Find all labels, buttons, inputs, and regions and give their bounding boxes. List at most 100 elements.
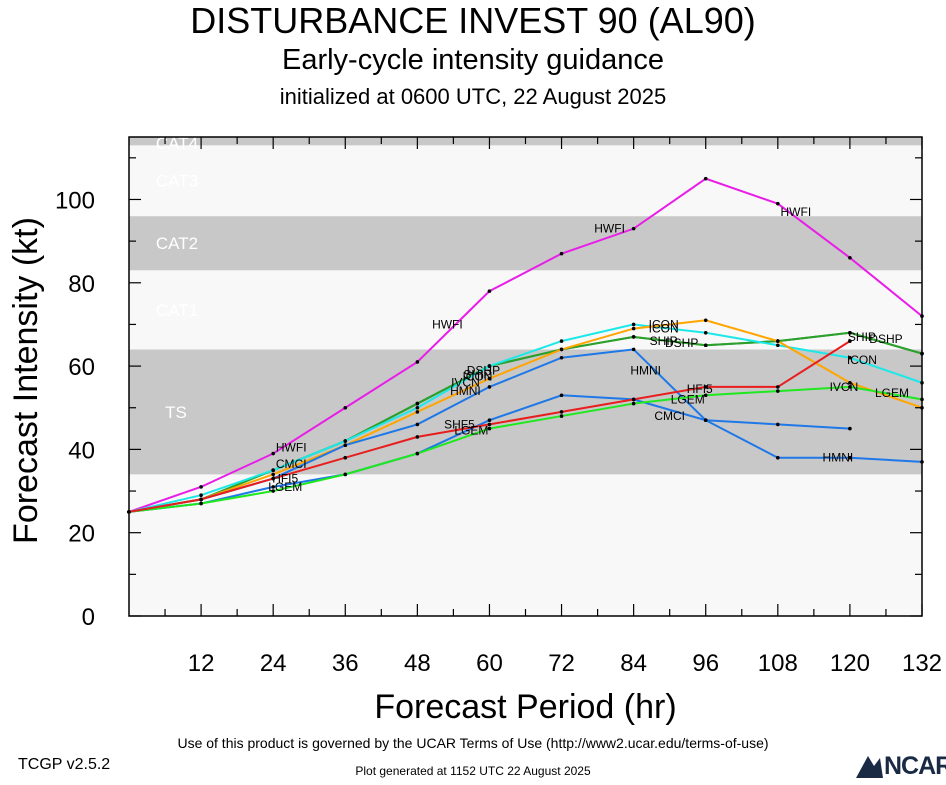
- data-point: [415, 410, 420, 414]
- data-point: [343, 405, 348, 410]
- data-point: [559, 339, 564, 343]
- data-point: [703, 418, 708, 423]
- data-point: [271, 476, 275, 481]
- data-point: [631, 397, 636, 402]
- data-point: [415, 360, 420, 364]
- x-tick-label: 12: [188, 650, 215, 677]
- x-tick-label: 84: [620, 650, 647, 677]
- band-label-ts: TS: [165, 403, 187, 422]
- series-label-dshp: DSHP: [869, 332, 902, 346]
- x-tick-label: 72: [548, 650, 575, 677]
- series-label-hwfi: HWFI: [432, 317, 463, 331]
- data-point: [776, 201, 780, 206]
- chart-subtitle: Early-cycle intensity guidance: [281, 44, 664, 76]
- data-point: [415, 405, 420, 410]
- series-line-hwfi: [128, 177, 923, 513]
- data-point: [631, 326, 636, 331]
- series-label-dshp: DSHP: [467, 363, 500, 377]
- series-label-hfip: HFI5: [687, 382, 713, 396]
- series-label-hwfi: HWFI: [781, 205, 812, 219]
- data-point: [776, 343, 780, 348]
- data-point: [848, 255, 852, 260]
- data-point: [631, 322, 636, 327]
- x-tick-label: 60: [476, 650, 503, 677]
- series-label-dshp: DSHP: [665, 336, 698, 350]
- data-point: [559, 410, 564, 414]
- data-point: [703, 176, 708, 181]
- x-tick-label: 96: [692, 650, 719, 677]
- x-tick-label: 36: [332, 650, 359, 677]
- data-point: [487, 418, 492, 423]
- series-line-ivcn: [128, 319, 923, 513]
- series-label-hmni: HMNI: [823, 451, 854, 465]
- series-label-hmni: HMNI: [450, 384, 481, 398]
- data-point: [703, 343, 708, 348]
- band-cat1: [129, 270, 922, 350]
- data-point: [848, 426, 852, 431]
- data-point: [703, 318, 708, 323]
- series-label-ship: SHIP: [463, 367, 491, 381]
- x-tick-label: 48: [404, 650, 431, 677]
- data-point: [487, 376, 492, 381]
- data-point: [631, 335, 636, 339]
- series-lines: [127, 176, 924, 514]
- ncar-logo-icon: [856, 756, 883, 778]
- series-label-lgem: LGEM: [671, 392, 705, 406]
- data-point: [631, 347, 636, 352]
- terms-of-use: Use of this product is governed by the U…: [177, 735, 769, 751]
- y-tick-label: 20: [68, 521, 95, 548]
- series-label-lgem: LGEM: [875, 386, 909, 400]
- series-label-hmni: HMNI: [630, 363, 661, 377]
- y-tick-label: 60: [68, 354, 95, 381]
- band-cat2: [129, 216, 922, 271]
- ncar-logo: NCAR: [854, 752, 946, 780]
- series-label-ivcn: IVCN: [830, 380, 859, 394]
- band-label-cat3: CAT3: [156, 172, 198, 191]
- data-point: [271, 489, 275, 493]
- band-label-cat2: CAT2: [156, 234, 198, 253]
- series-label-hfip: HFI5: [272, 472, 298, 486]
- series-label-icon: ICON: [462, 370, 492, 384]
- data-point: [776, 455, 780, 460]
- data-point: [415, 401, 420, 406]
- data-point: [559, 251, 564, 256]
- data-point: [415, 435, 420, 439]
- series-line-lgem: [128, 385, 923, 513]
- series-label-ivcn: IVCN: [451, 376, 480, 390]
- series-label-icon: ICON: [649, 317, 679, 331]
- axes: 0 20 40 60 80 100 12 24 36 48 60 72 84 96 108 120 132 For…: [7, 136, 942, 726]
- y-tick-label: 80: [68, 271, 95, 298]
- series-label-icon: ICON: [649, 322, 679, 336]
- data-point: [559, 414, 564, 418]
- data-point: [703, 330, 708, 335]
- data-point: [559, 393, 564, 398]
- data-point: [271, 472, 275, 477]
- data-point: [776, 385, 780, 389]
- data-point: [487, 364, 492, 368]
- data-point: [631, 401, 636, 406]
- data-point: [848, 355, 852, 360]
- x-tick-label: 108: [758, 650, 798, 677]
- data-point: [415, 422, 420, 427]
- data-point: [343, 439, 348, 443]
- data-point: [271, 451, 275, 456]
- series-label-hfip: SHF5: [444, 417, 475, 431]
- x-tick-label: 132: [902, 650, 942, 677]
- data-point: [776, 339, 780, 343]
- data-point: [199, 501, 203, 506]
- chart-title: DISTURBANCE INVEST 90 (AL90): [190, 0, 756, 41]
- data-point: [199, 497, 203, 502]
- data-point: [848, 385, 852, 389]
- data-point: [271, 485, 275, 489]
- series-label-hwfi: HWFI: [276, 440, 307, 454]
- data-point: [487, 289, 492, 293]
- x-tick-label: 120: [830, 650, 870, 677]
- x-axis-label: Forecast Period (hr): [374, 688, 676, 726]
- band-cat3: [129, 145, 922, 217]
- category-bands: TS CAT1 CAT2 CAT3 CAT4: [129, 134, 922, 616]
- data-point: [487, 385, 492, 389]
- series-label-ship: SHIP: [848, 330, 876, 344]
- band-label-cat4: CAT4: [156, 134, 198, 153]
